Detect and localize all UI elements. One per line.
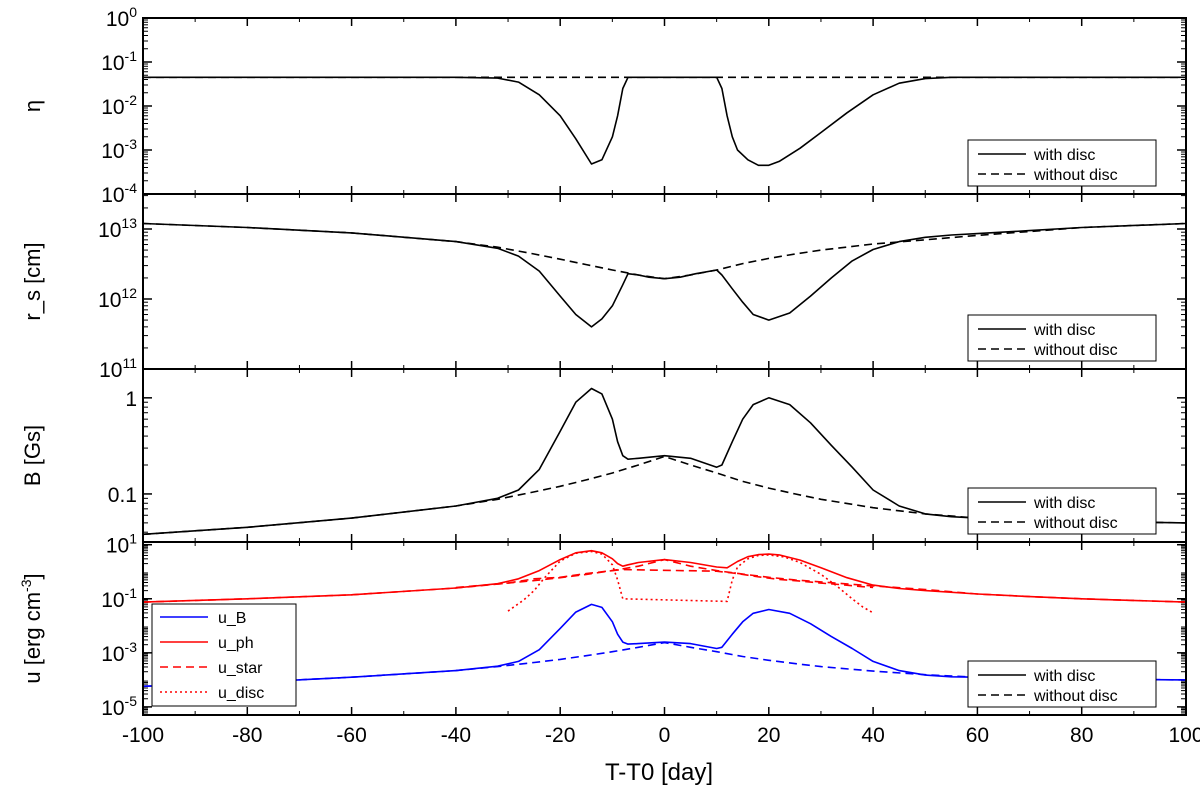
- series-line-rs-0: [143, 222, 1186, 328]
- y-tick-label-rs-2-exp: 11: [122, 355, 137, 371]
- legend-label: without disc: [1033, 515, 1118, 532]
- legend-B: with disc without disc: [967, 487, 1157, 535]
- series-line-u-5: [507, 550, 874, 614]
- x-tick-label-8: 60: [966, 724, 989, 747]
- legend-label: u_disc: [218, 685, 264, 702]
- y-tick-label-eta-1-exp: -1: [125, 48, 138, 64]
- y-tick-label-rs-1-base: 10: [98, 289, 121, 312]
- y-tick-label-rs-1-exp: 12: [121, 285, 137, 301]
- y-tick-label-B-0-base: 1: [125, 388, 137, 411]
- y-tick-label-eta-4-exp: -4: [125, 180, 138, 196]
- y-axis-label-sup: -3: [18, 579, 34, 592]
- legend-box: [967, 660, 1157, 708]
- y-tick-label-u-0: 101: [106, 531, 137, 558]
- x-tick-label-5: 0: [659, 724, 671, 747]
- y-axis-label-text: r_s [cm]: [20, 242, 45, 320]
- y-tick-label-eta-0-base: 10: [106, 8, 129, 31]
- y-tick-label-eta-2-exp: -2: [125, 92, 138, 108]
- legend-label: without disc: [1033, 688, 1118, 705]
- x-tick-label-9: 80: [1070, 724, 1093, 747]
- legend-rs: with disc without disc: [967, 314, 1157, 362]
- legend-box: [967, 487, 1157, 535]
- legend-label: u_star: [218, 660, 263, 677]
- x-tick-label-6: 20: [757, 724, 780, 747]
- legend-label: without disc: [1033, 167, 1118, 184]
- series-line-u-4: [455, 568, 874, 589]
- legend-box: [967, 139, 1157, 187]
- y-axis-label-eta: η: [20, 100, 45, 112]
- y-axis-label-rs: r_s [cm]: [20, 242, 45, 320]
- y-tick-label-rs-2: 1011: [99, 355, 137, 382]
- y-tick-label-u-2-exp: -3: [125, 639, 138, 655]
- y-tick-label-u-1-exp: -1: [125, 585, 138, 601]
- legend-label: without disc: [1033, 342, 1118, 359]
- y-tick-label-u-3-exp: -5: [125, 693, 138, 709]
- y-tick-label-u-0-base: 10: [106, 535, 129, 558]
- x-tick-label-1: -80: [232, 724, 262, 747]
- x-tick-label-3: -40: [441, 724, 471, 747]
- y-tick-label-u-1-base: 10: [101, 589, 124, 612]
- y-axis-label-text: η: [20, 100, 45, 112]
- y-tick-label-u-1: 10-1: [101, 585, 137, 612]
- y-axis-label-B: B [Gs]: [20, 425, 45, 486]
- y-tick-label-B-0: 1: [125, 388, 137, 411]
- y-tick-label-u-2-base: 10: [101, 643, 124, 666]
- legend-u: with disc without disc: [967, 660, 1157, 708]
- y-tick-label-eta-3-exp: -3: [125, 136, 138, 152]
- legend-label: u_B: [218, 610, 246, 627]
- legend-box: [967, 314, 1157, 362]
- y-tick-label-eta-1: 10-1: [101, 48, 137, 75]
- x-tick-label-2: -60: [336, 724, 366, 747]
- y-axis-label-u: u [erg cm-3]: [18, 573, 45, 683]
- y-tick-label-u-0-exp: 1: [129, 531, 137, 547]
- x-axis-label: T-T0 [day]: [605, 759, 713, 786]
- y-tick-label-rs-0-exp: 13: [121, 215, 137, 231]
- legend-label: with disc: [1033, 668, 1095, 685]
- series-line-rs-1: [143, 222, 1186, 280]
- y-axis-label-text: B [Gs]: [20, 425, 45, 486]
- y-tick-label-u-2: 10-3: [101, 639, 137, 666]
- y-tick-label-B-1-base: 0.1: [108, 484, 137, 507]
- x-tick-labels: -100 -80 -60 -40 -20 0 20 40 60 80 100: [122, 724, 1200, 747]
- y-tick-label-eta-4-base: 10: [101, 184, 124, 207]
- y-tick-label-eta-3-base: 10: [101, 140, 124, 163]
- x-tick-label-0: -100: [122, 724, 164, 747]
- y-tick-label-eta-1-base: 10: [101, 52, 124, 75]
- y-tick-label-eta-0-exp: 0: [129, 4, 137, 20]
- legend-label: with disc: [1033, 322, 1095, 339]
- y-tick-label-eta-3: 10-3: [101, 136, 137, 163]
- panel-B: 1 0.1 B [Gs] with disc without disc: [20, 368, 1187, 543]
- y-tick-label-B-1: 0.1: [108, 484, 137, 507]
- y-tick-label-u-3-base: 10: [101, 697, 124, 720]
- y-axis-label-tail: ]: [20, 573, 45, 579]
- y-tick-label-u-3: 10-5: [101, 693, 137, 720]
- y-tick-label-eta-2: 10-2: [101, 92, 137, 119]
- y-tick-label-rs-0: 1013: [98, 215, 137, 242]
- panel-frame: [142, 541, 1187, 716]
- series-line-B-1: [143, 455, 1186, 536]
- legend-box: [151, 603, 297, 707]
- series-line-u-1: [143, 641, 1186, 688]
- legend-label: with disc: [1033, 495, 1095, 512]
- x-tick-label-7: 40: [861, 724, 884, 747]
- series-line-eta-0: [143, 76, 1186, 167]
- y-tick-label-eta-2-base: 10: [101, 96, 124, 119]
- legend-left-u: u_B u_ph u_star u_disc: [151, 603, 297, 707]
- legend-label: with disc: [1033, 147, 1095, 164]
- y-tick-label-eta-0: 100: [106, 4, 137, 31]
- x-tick-label-4: -20: [545, 724, 575, 747]
- y-tick-label-rs-0-base: 10: [98, 219, 121, 242]
- legend-eta: with disc without disc: [967, 139, 1157, 187]
- y-tick-label-rs-1: 1012: [98, 285, 137, 312]
- legend-label: u_ph: [218, 635, 254, 652]
- y-tick-label-eta-4: 10-4: [101, 180, 137, 207]
- y-tick-label-rs-2-base: 10: [99, 359, 122, 382]
- y-axis-label-text: u [erg cm: [20, 592, 45, 684]
- x-tick-label-10: 100: [1168, 724, 1200, 747]
